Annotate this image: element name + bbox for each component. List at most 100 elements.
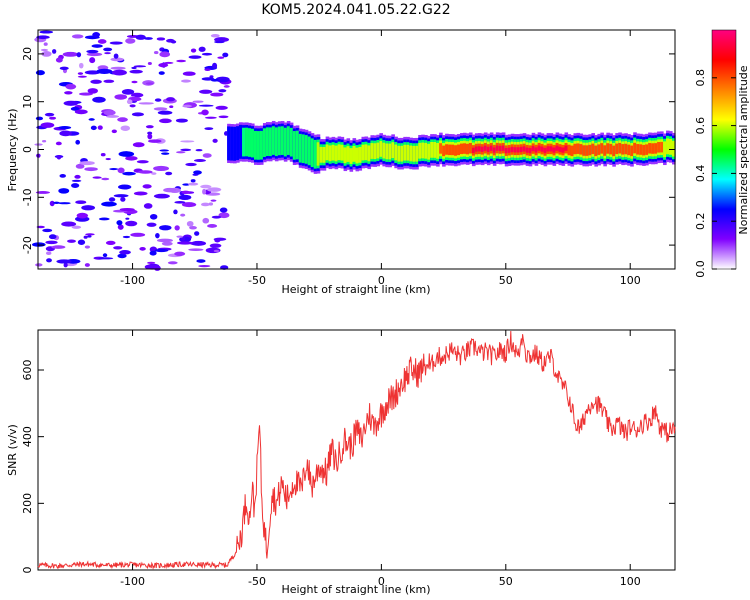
signal-ridge-cell: [385, 143, 389, 160]
noise-blob: [77, 75, 87, 78]
signal-ridge-cell: [239, 124, 243, 159]
signal-ridge-cell: [394, 144, 398, 161]
noise-blob: [77, 239, 86, 245]
noise-blob: [161, 241, 173, 246]
signal-ridge-cell: [370, 143, 375, 159]
signal-ridge-cell: [483, 145, 488, 151]
noise-blob: [41, 51, 52, 57]
signal-ridge-cell: [373, 143, 378, 160]
noise-blob: [204, 127, 214, 130]
signal-ridge-cell: [564, 145, 569, 151]
noise-blob: [92, 176, 102, 179]
noise-blob: [76, 212, 89, 219]
noise-blob: [125, 217, 130, 220]
noise-blob: [159, 225, 172, 231]
noise-blob: [98, 257, 114, 260]
signal-ridge-cell: [609, 143, 613, 155]
signal-ridge-cell: [301, 134, 306, 164]
signal-ridge-cell: [233, 126, 237, 161]
signal-ridge-cell: [319, 146, 324, 163]
noise-blob: [122, 171, 136, 176]
signal-ridge-cell: [519, 146, 524, 153]
signal-ridge-cell: [283, 127, 288, 157]
colorbar-ticks: 0.0 0.2 0.4 0.6 0.8: [694, 69, 736, 278]
signal-ridge-cell: [277, 126, 282, 156]
signal-ridge-cell: [343, 147, 348, 164]
signal-ridge-cell: [543, 147, 548, 154]
noise-blob: [92, 32, 101, 38]
x-tick-label: -100: [120, 575, 145, 588]
signal-ridge-cell: [474, 146, 479, 152]
noise-blob: [117, 224, 124, 230]
noise-blob: [149, 213, 158, 220]
noise-blob: [159, 118, 172, 124]
signal-ridge-cell: [248, 128, 252, 157]
noise-blob: [143, 203, 153, 209]
colorbar-gradient: [711, 29, 737, 270]
signal-ridge-cell: [486, 146, 491, 153]
signal-ridge-cell: [274, 127, 279, 157]
noise-blob: [196, 259, 206, 263]
noise-blob: [130, 232, 146, 237]
noise-blob: [190, 179, 196, 183]
noise-blob: [177, 241, 193, 245]
noise-blob: [119, 250, 131, 255]
signal-ridge-cell: [256, 131, 261, 160]
signal-ridge-cell: [355, 147, 360, 164]
figure-title: KOM5.2024.041.05.22.G22: [261, 2, 450, 18]
noise-blob: [210, 34, 220, 38]
signal-ridge-cell: [498, 145, 503, 152]
signal-ridge-cell: [651, 143, 655, 154]
noise-blob: [44, 112, 55, 117]
noise-blob: [55, 141, 62, 146]
noise-blob: [35, 116, 44, 121]
noise-blob: [35, 191, 51, 194]
noise-blob: [87, 235, 92, 238]
noise-blob: [154, 248, 169, 253]
signal-ridge-cell: [537, 145, 542, 151]
noise-blob: [35, 263, 43, 267]
noise-blob: [125, 156, 138, 161]
x-tick-label: 0: [378, 274, 385, 287]
signal-ridge-cell: [331, 144, 336, 161]
noise-blob: [79, 161, 95, 166]
noise-blob: [59, 130, 72, 137]
noise-blob: [105, 157, 111, 161]
noise-blob: [176, 235, 184, 238]
noise-blob: [105, 115, 120, 118]
signal-ridge-cell: [573, 143, 578, 155]
colorbar-tick-label: 0.8: [694, 69, 707, 87]
noise-blob: [113, 246, 123, 250]
noise-blob: [214, 40, 225, 44]
signal-ridge-cell: [633, 142, 637, 154]
x-tick-label: 50: [499, 575, 513, 588]
colorbar-tick-label: 0.2: [694, 212, 707, 230]
noise-blob: [147, 261, 156, 264]
noise-blob: [218, 115, 229, 119]
noise-blob: [136, 160, 149, 164]
noise-blob: [77, 72, 84, 75]
signal-ridge-cell: [316, 142, 321, 166]
noise-blob: [194, 231, 200, 236]
signal-ridge-cell: [376, 142, 380, 159]
noise-blob: [180, 213, 186, 217]
noise-blob: [113, 53, 119, 59]
noise-blob: [190, 240, 207, 246]
signal-ridge-cell: [253, 130, 258, 160]
noise-blob: [149, 250, 157, 256]
noise-blob: [111, 69, 127, 76]
signal-ridge-cell: [436, 142, 440, 159]
noise-blob: [56, 155, 62, 160]
signal-ridge-cell: [627, 144, 631, 156]
noise-blob: [62, 51, 79, 57]
spectrogram-x-ticks: -100 -50 0 50 100: [120, 30, 641, 287]
snr-panel: -100 -50 0 50 100 0 200 400 600 Height of strai…: [6, 329, 676, 596]
noise-blob: [71, 225, 82, 229]
signal-ridge-cell: [445, 144, 449, 155]
noise-blob: [153, 265, 161, 271]
noise-blob: [176, 59, 187, 63]
colorbar-tick-label: 0.0: [694, 260, 707, 278]
noise-blob: [74, 109, 88, 115]
noise-blob: [58, 188, 70, 194]
noise-blob: [207, 224, 218, 228]
